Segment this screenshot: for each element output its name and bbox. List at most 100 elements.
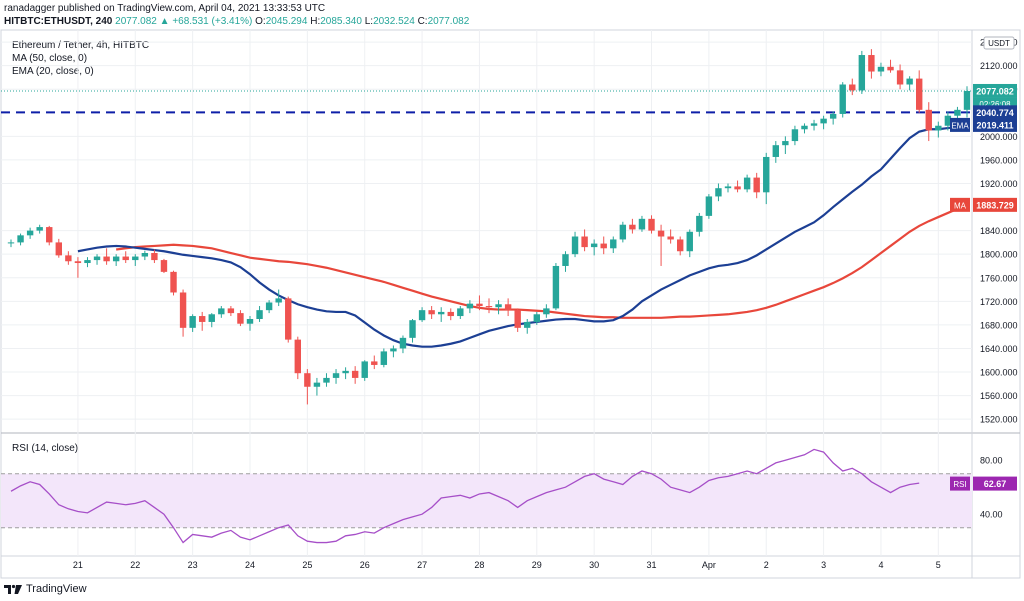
rsi-pane: [1, 448, 972, 544]
candle-body: [332, 373, 340, 378]
price-tick-label: 1960.000: [980, 155, 1018, 165]
publisher-line: ranadagger published on TradingView.com,…: [4, 3, 326, 14]
countdown-tag: 02:26:08: [979, 100, 1011, 109]
price-change: ▲ +68.531 (+3.41%): [159, 16, 253, 27]
candle-body: [476, 303, 483, 307]
candles: [7, 49, 971, 405]
candle-body: [304, 373, 311, 387]
candle-body: [820, 118, 827, 124]
time-tick-label: 21: [73, 560, 83, 570]
footer[interactable]: TradingView: [4, 581, 87, 597]
close-value: 2077.082: [427, 16, 470, 27]
candle-body: [916, 78, 923, 110]
candle-body: [600, 243, 607, 249]
candle-body: [256, 310, 263, 319]
ma-value-tag: 1883.729: [976, 200, 1014, 210]
candle-body: [237, 313, 244, 324]
ema-legend[interactable]: EMA (20, close, 0): [12, 66, 94, 77]
candle-body: [753, 177, 760, 193]
candle-body: [399, 337, 407, 349]
candle-body: [734, 186, 741, 190]
last-price: 2077.082: [115, 16, 157, 27]
candle-body: [935, 125, 942, 131]
time-axis[interactable]: 21 22 23 24 25 26 27 28 29 30 31 Apr 2 3 4 5: [73, 560, 941, 570]
candle-body: [849, 84, 856, 91]
open-label: O:: [255, 16, 266, 27]
candle-body: [380, 351, 388, 365]
ema-side-label: EMA: [951, 121, 969, 130]
candle-body: [495, 304, 502, 308]
candle-body: [801, 125, 808, 130]
candle-body: [868, 55, 875, 72]
candle-body: [323, 377, 330, 383]
candle-body: [514, 310, 521, 328]
candle-body: [524, 321, 531, 328]
candle-body: [371, 361, 378, 365]
candle-body: [954, 109, 961, 116]
candle-body: [466, 303, 474, 309]
time-tick-label: Apr: [702, 560, 716, 570]
candle-body: [189, 316, 196, 328]
candle-body: [227, 308, 235, 314]
candle-body: [829, 113, 837, 119]
candle-body: [208, 314, 215, 322]
price-tick-label: 2000.000: [980, 132, 1018, 142]
symbol-label: HITBTC:ETHUSDT, 240: [4, 16, 113, 27]
price-tick-label: 1800.000: [980, 250, 1018, 260]
time-tick-label: 28: [474, 560, 484, 570]
candle-body: [93, 256, 101, 261]
time-tick-label: 25: [302, 560, 312, 570]
candle-body: [218, 308, 225, 315]
candle-body: [629, 224, 636, 230]
candle-body: [763, 156, 770, 193]
candle-body: [418, 310, 426, 321]
candle-body: [705, 196, 713, 216]
high-value: 2085.340: [320, 16, 362, 27]
support-tag-bg: [973, 105, 1017, 120]
chart-title[interactable]: Ethereum / Tether, 4h, HITBTC: [12, 40, 150, 51]
time-tick-label: 4: [878, 560, 883, 570]
candle-body: [428, 310, 435, 315]
candle-body: [103, 256, 110, 262]
price-tick-label: 1520.000: [980, 415, 1018, 425]
candle-body: [199, 316, 206, 322]
rsi-legend[interactable]: RSI (14, close): [12, 443, 79, 454]
price-axis[interactable]: 2160.0002120.0002080.0002000.0001960.000…: [980, 38, 1018, 520]
candle-body: [571, 236, 579, 255]
candle-body: [963, 90, 971, 110]
last-price-tag: 2077.082: [976, 86, 1014, 96]
candle-body: [648, 218, 655, 231]
price-chart[interactable]: 2160.0002120.0002080.0002000.0001960.000…: [0, 0, 1024, 581]
candle-body: [409, 320, 416, 338]
candle-body: [877, 66, 885, 72]
candle-body: [342, 370, 349, 374]
support-tag: 2040.774: [976, 108, 1014, 118]
currency-selector[interactable]: USDT: [983, 36, 1015, 50]
time-tick-label: 24: [245, 560, 255, 570]
candle-body: [46, 227, 53, 243]
candle-body: [590, 243, 598, 248]
candle-body: [438, 311, 445, 315]
candle-body: [132, 256, 139, 261]
moving-averages: [1, 90, 972, 348]
price-tick-label: 1560.000: [980, 391, 1018, 401]
price-tick-label: 1680.000: [980, 320, 1018, 330]
price-tick-label: 1840.000: [980, 226, 1018, 236]
ema-value-tag: 2019.411: [976, 120, 1013, 130]
candle-body: [696, 215, 703, 232]
ma-legend[interactable]: MA (50, close, 0): [12, 53, 88, 64]
low-value: 2032.524: [373, 16, 415, 27]
candle-body: [26, 230, 34, 236]
open-value: 2045.294: [265, 16, 308, 27]
candle-body: [667, 236, 674, 240]
price-tick-label: 1720.000: [980, 297, 1018, 307]
ema20-line: [77, 124, 968, 348]
time-tick-label: 2: [764, 560, 769, 570]
candle-body: [447, 311, 454, 317]
footer-brand[interactable]: TradingView: [26, 583, 87, 595]
candle-body: [782, 141, 789, 146]
candle-body: [810, 123, 818, 126]
candle-body: [543, 308, 550, 315]
candle-body: [285, 298, 292, 340]
